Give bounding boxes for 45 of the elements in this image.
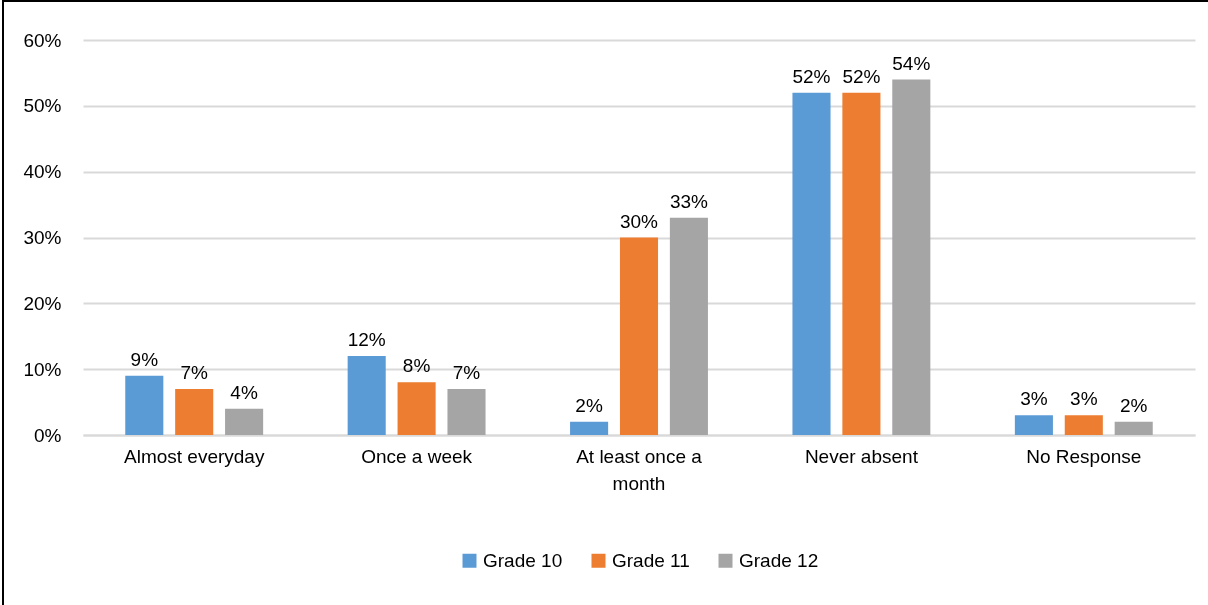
bar [1014,415,1053,435]
x-tick-label: No Response [1026,445,1142,467]
legend-label: Grade 10 [483,549,563,571]
data-label: 3% [1070,388,1098,410]
y-tick-label: 10% [23,358,62,380]
bar [347,356,386,435]
y-tick-label: 0% [34,424,62,446]
data-label: 4% [230,381,258,403]
legend-label: Grade 11 [612,549,690,571]
data-label: 54% [892,52,931,74]
data-label: 7% [180,361,209,383]
bar [669,217,708,435]
x-tick-label: Almost everyday [123,445,265,467]
bar [892,79,931,435]
y-tick-label: 50% [23,95,62,117]
data-label: 2% [575,394,603,416]
data-label: 30% [619,210,659,232]
bar [447,388,486,435]
y-tick-label: 30% [23,227,62,248]
legend-label: Grade 12 [739,549,819,571]
bar [570,421,609,435]
bar [1064,415,1103,435]
bar [397,382,436,435]
x-tick-label: Once a week [361,445,473,467]
x-tick-label: Never absent [804,445,919,467]
data-label: 52% [842,65,881,87]
bar [792,92,831,435]
data-label: 7% [452,361,481,383]
bar [225,408,264,435]
data-label: 2% [1119,394,1148,416]
bar [842,92,881,435]
y-tick-label: 20% [23,292,62,314]
y-tick-label: 60% [23,29,62,51]
bar [619,237,659,435]
y-tick-label: 40% [23,161,62,183]
data-label: 33% [669,190,709,212]
data-label: 52% [792,65,831,87]
data-label: 9% [130,348,159,370]
data-label: 3% [1020,388,1048,410]
data-label: 8% [402,355,431,377]
bar [1114,421,1153,435]
bar [125,375,164,435]
data-label: 12% [347,329,386,350]
x-tick-label: At least once a month [576,445,703,494]
bar [175,388,214,435]
